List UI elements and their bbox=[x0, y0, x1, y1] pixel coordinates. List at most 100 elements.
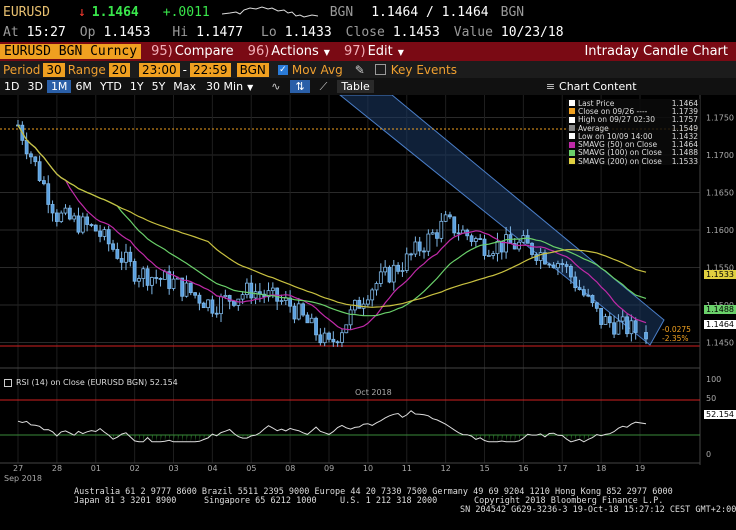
legend-swatch bbox=[569, 108, 575, 115]
legend-item[interactable]: Close on 09/26 ---- 1.1739 bbox=[566, 107, 700, 116]
end-time-field[interactable]: 22:59 bbox=[189, 62, 231, 77]
range-button-3d[interactable]: 3D bbox=[27, 80, 43, 93]
date-axis-label: 16 bbox=[518, 464, 528, 473]
date-axis-label: 17 bbox=[557, 464, 567, 473]
start-time-field[interactable]: 23:00 bbox=[139, 62, 180, 77]
period-field[interactable]: 30 bbox=[43, 62, 65, 77]
candle-body bbox=[193, 292, 197, 296]
candle-body bbox=[435, 232, 439, 239]
candle-body bbox=[478, 238, 483, 240]
candle-body bbox=[644, 332, 648, 340]
candle-body bbox=[253, 291, 258, 299]
legend-item[interactable]: Average 1.1549 bbox=[566, 124, 700, 133]
price-axis-label: 1.1650 bbox=[706, 189, 734, 198]
candle-body bbox=[318, 334, 323, 344]
date-axis-label: 05 bbox=[246, 464, 256, 473]
legend-value: 1.1432 bbox=[671, 131, 698, 141]
draw-tool-icon[interactable]: ⟋ bbox=[319, 79, 328, 93]
footer-line-3: SN 204542 G629-3236-3 19-Oct-18 15:27:12… bbox=[460, 505, 736, 515]
legend-value: 1.1757 bbox=[671, 115, 698, 125]
at-label: At bbox=[3, 24, 19, 40]
candle-body bbox=[586, 294, 591, 297]
range-button-1d[interactable]: 1D bbox=[4, 80, 20, 93]
line-chart-icon[interactable]: ∿ bbox=[271, 80, 281, 93]
legend-item[interactable]: Last Price 1.1464 bbox=[566, 99, 700, 108]
date-axis-label: 10 bbox=[363, 464, 373, 473]
candle-body bbox=[128, 251, 133, 262]
range-button-max[interactable]: Max bbox=[173, 80, 197, 93]
key-events-checkbox-icon[interactable] bbox=[374, 64, 386, 75]
candle-body bbox=[46, 183, 51, 205]
legend-value: 1.1464 bbox=[671, 140, 698, 150]
legend-swatch bbox=[569, 100, 575, 107]
candle-body bbox=[486, 255, 491, 257]
candle-body bbox=[124, 251, 128, 263]
candle-body bbox=[210, 299, 215, 314]
checkbox-icon[interactable]: ✓ bbox=[277, 64, 288, 75]
rsi-axis-100: 100 bbox=[706, 375, 722, 384]
candle-body bbox=[365, 299, 370, 305]
compare-button[interactable]: 95) Compare bbox=[147, 44, 238, 59]
low-value: 1.1433 bbox=[284, 24, 332, 40]
candle-body bbox=[201, 302, 206, 309]
candle-body bbox=[534, 254, 539, 261]
range-button-1m[interactable]: 1M bbox=[46, 80, 72, 93]
table-button[interactable]: Table bbox=[337, 80, 374, 93]
candle-body bbox=[132, 261, 137, 282]
source-field[interactable]: BGN bbox=[236, 62, 269, 77]
candle-body bbox=[348, 309, 353, 326]
candle-chart-icon[interactable]: ⇅ bbox=[290, 80, 310, 93]
rsi-checkbox-icon[interactable] bbox=[4, 378, 12, 387]
candle-body bbox=[80, 216, 85, 233]
candle-body bbox=[568, 265, 573, 278]
candle-body bbox=[279, 300, 284, 302]
legend-item[interactable]: SMAVG (50) on Close 1.1464 bbox=[566, 140, 700, 150]
range-button-ytd[interactable]: YTD bbox=[99, 80, 122, 93]
candle-body bbox=[396, 264, 401, 272]
legend-item[interactable]: SMAVG (100) on Close 1.1488 bbox=[566, 148, 700, 157]
candle-body bbox=[370, 289, 375, 301]
candle-body bbox=[188, 282, 193, 294]
range-button-6m[interactable]: 6M bbox=[75, 80, 92, 93]
price-axis-label: 1.1550 bbox=[706, 264, 734, 273]
rsi-axis-50: 50 bbox=[706, 394, 717, 403]
last-price: 1.1464 bbox=[91, 4, 139, 20]
actions-label: Actions bbox=[271, 44, 319, 59]
interval-dropdown[interactable]: 30 Min ▼ bbox=[206, 80, 253, 93]
legend-item[interactable]: High on 09/27 02:30 1.1757 bbox=[566, 115, 700, 125]
date-axis-label: 09 bbox=[324, 464, 334, 473]
candle-body bbox=[106, 229, 111, 245]
candle-body bbox=[616, 320, 621, 335]
candle-body bbox=[452, 216, 457, 234]
chevron-down-icon: ▼ bbox=[397, 48, 404, 57]
candle-body bbox=[378, 271, 383, 284]
candle-body bbox=[158, 278, 163, 280]
candle-body bbox=[607, 316, 612, 324]
candle-body bbox=[111, 243, 115, 250]
chart-content-button[interactable]: Chart Content bbox=[559, 80, 637, 93]
range-field[interactable]: 20 bbox=[108, 62, 131, 77]
high-value: 1.1477 bbox=[196, 24, 244, 40]
actions-button[interactable]: 96) Actions ▼ bbox=[244, 44, 334, 59]
footer-line-2c: U.S. 1 212 318 2000 bbox=[340, 496, 438, 506]
chart-content-icon[interactable]: ≡ bbox=[545, 80, 556, 93]
sma100-line bbox=[17, 124, 647, 317]
pencil-icon[interactable]: ✎ bbox=[354, 62, 365, 77]
date-axis-label: 02 bbox=[130, 464, 140, 473]
quote-bar: EURUSD ↓ 1.1464 +.0011 BGN 1.1464 / 1.14… bbox=[0, 2, 736, 22]
candle-body bbox=[577, 287, 582, 290]
range-button-5y[interactable]: 5Y bbox=[151, 80, 166, 93]
legend-item[interactable]: Low on 10/09 14:00 1.1432 bbox=[566, 131, 700, 141]
period-label: Period bbox=[3, 62, 41, 77]
candle-body bbox=[443, 214, 448, 222]
security-field[interactable]: EURUSD BGN Curncy bbox=[0, 44, 142, 59]
candle-body bbox=[249, 282, 254, 299]
edit-button[interactable]: 97) Edit ▼ bbox=[340, 44, 408, 59]
candle-body bbox=[473, 238, 478, 242]
candle-body bbox=[270, 287, 275, 292]
date-axis-label: 19 bbox=[635, 464, 645, 473]
legend-item[interactable]: SMAVG (200) on Close 1.1533 bbox=[566, 157, 700, 166]
range-button-1y[interactable]: 1Y bbox=[129, 80, 144, 93]
open-value: 1.1453 bbox=[103, 24, 151, 40]
candle-body bbox=[340, 332, 344, 343]
